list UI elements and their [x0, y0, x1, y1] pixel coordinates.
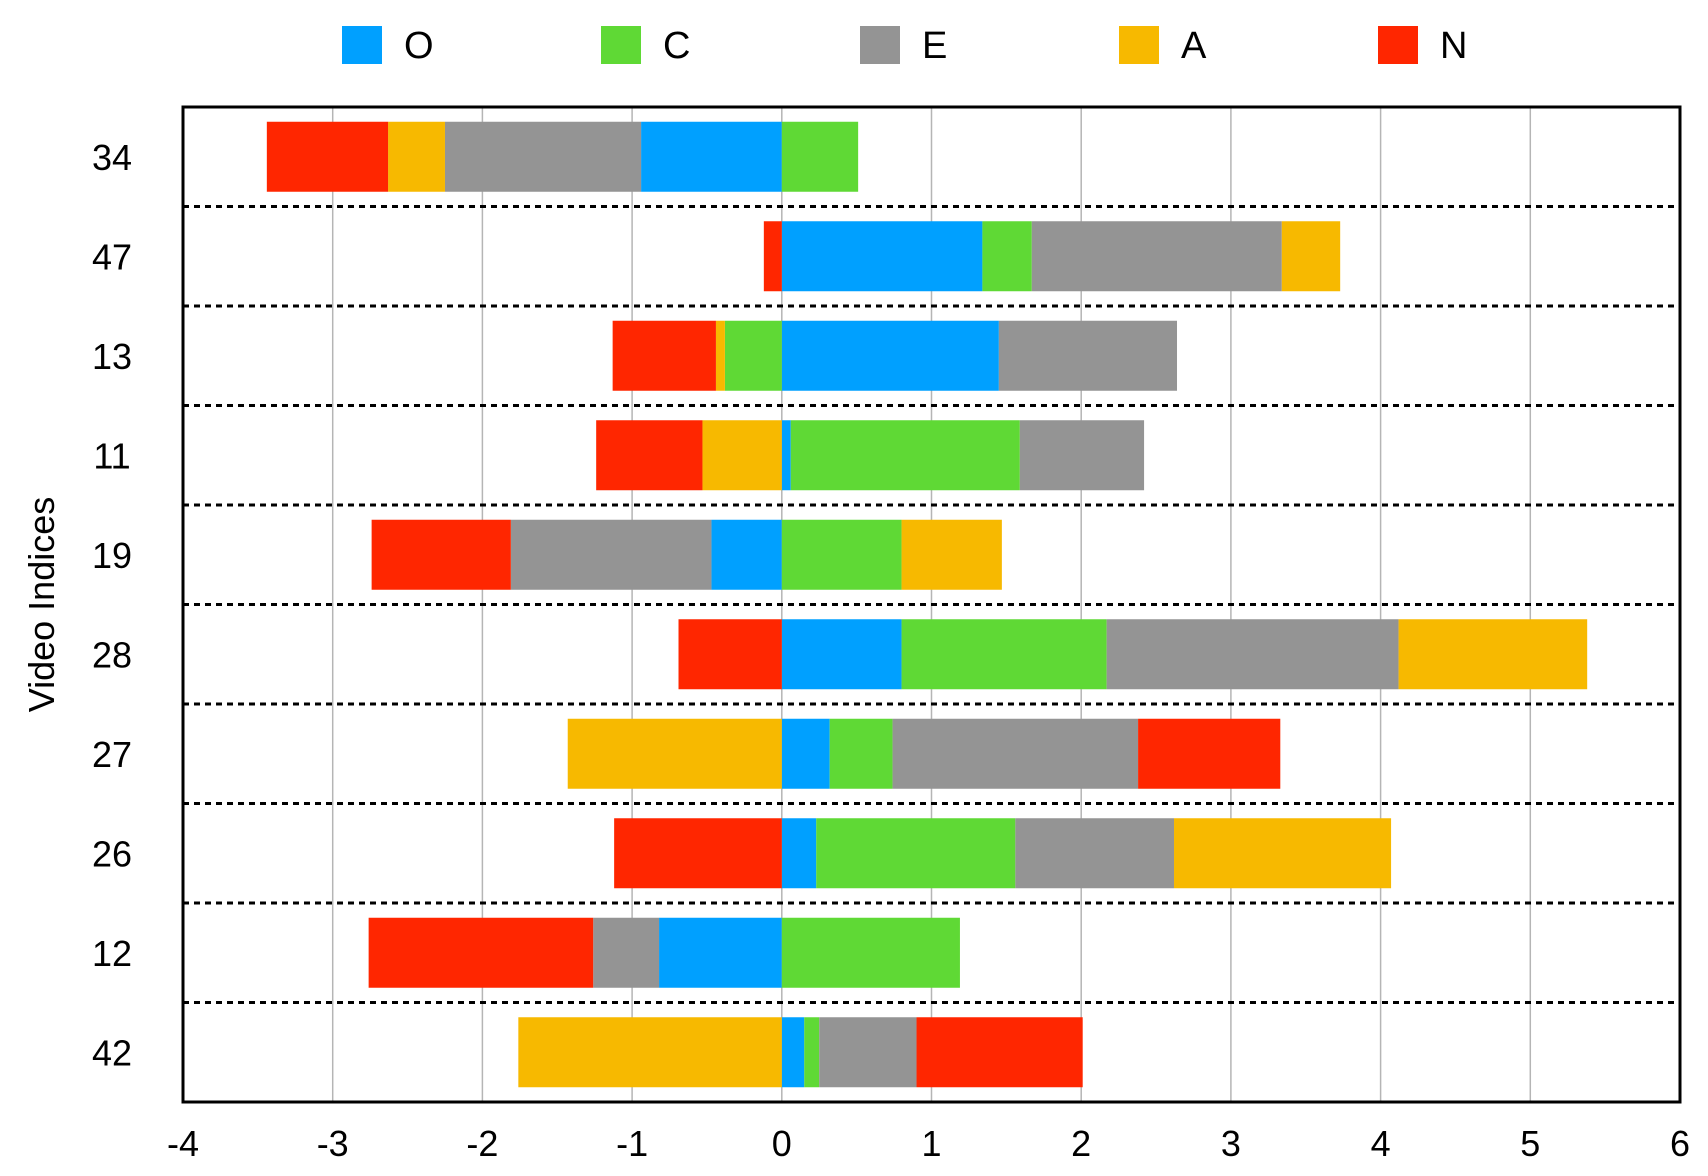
y-tick-label: 11: [93, 435, 130, 476]
bar-O-27: [781, 718, 830, 789]
bar-C-27: [829, 718, 893, 789]
legend-label-E: E: [922, 25, 947, 67]
legend-swatch-E: [860, 26, 900, 64]
bar-N-11: [596, 420, 703, 491]
bar-A-19: [901, 519, 1002, 590]
bar-N-28: [678, 619, 782, 690]
y-tick-label: 12: [92, 933, 132, 974]
x-tick-label: 1: [921, 1123, 941, 1164]
bar-E-42: [819, 1017, 917, 1088]
bar-N-19: [371, 519, 511, 590]
bar-C-42: [804, 1017, 820, 1088]
bar-C-47: [982, 221, 1032, 292]
bars: [266, 121, 1588, 1088]
bar-C-12: [781, 917, 960, 988]
bar-N-42: [916, 1017, 1083, 1088]
bar-O-47: [781, 221, 983, 292]
legend-label-N: N: [1440, 25, 1467, 67]
bar-E-34: [444, 121, 642, 192]
y-tick-label: 47: [92, 236, 132, 277]
legend-swatch-N: [1378, 26, 1418, 64]
bar-A-11: [702, 420, 782, 491]
legend-swatch-A: [1119, 26, 1159, 64]
bar-C-13: [724, 320, 782, 391]
bar-C-34: [781, 121, 859, 192]
bar-C-26: [816, 818, 1016, 889]
legend-label-A: A: [1181, 25, 1207, 67]
y-axis-title: Video Indices: [21, 497, 62, 713]
bar-N-12: [368, 917, 594, 988]
bar-O-42: [781, 1017, 805, 1088]
x-tick-label: 6: [1670, 1123, 1690, 1164]
bar-N-34: [266, 121, 389, 192]
x-tick-label: -2: [466, 1123, 498, 1164]
bar-N-47: [763, 221, 782, 292]
bar-C-11: [790, 420, 1020, 491]
x-tick-label: 2: [1071, 1123, 1091, 1164]
bar-N-13: [612, 320, 716, 391]
bar-E-26: [1015, 818, 1175, 889]
y-tick-label: 13: [92, 336, 132, 377]
plot-frame: [181, 105, 1682, 1104]
bar-E-28: [1106, 619, 1399, 690]
bar-O-26: [781, 818, 817, 889]
y-tick-label: 34: [92, 137, 132, 178]
y-tick-label: 26: [92, 833, 132, 874]
x-tick-label: 3: [1221, 1123, 1241, 1164]
bar-E-47: [1031, 221, 1282, 292]
bar-E-12: [593, 917, 660, 988]
y-tick-label: 19: [92, 535, 132, 576]
bar-N-26: [614, 818, 782, 889]
y-tick-label: 42: [92, 1032, 132, 1073]
y-tick-label: 27: [92, 734, 132, 775]
bar-O-34: [641, 121, 782, 192]
bar-A-28: [1398, 619, 1588, 690]
bar-O-19: [711, 519, 782, 590]
x-tick-labels: -4 -3 -2 -1 0 1 2 3 4 5 6: [167, 1123, 1690, 1164]
x-tick-label: -1: [616, 1123, 648, 1164]
bar-C-19: [781, 519, 902, 590]
bar-A-26: [1174, 818, 1392, 889]
x-tick-label: -3: [317, 1123, 349, 1164]
bar-N-27: [1138, 718, 1281, 789]
legend-label-O: O: [404, 25, 434, 67]
x-tick-label: -4: [167, 1123, 199, 1164]
x-tick-label: 0: [772, 1123, 792, 1164]
x-tick-label: 4: [1371, 1123, 1391, 1164]
bar-A-13: [715, 320, 725, 391]
x-tick-label: 5: [1520, 1123, 1540, 1164]
bar-E-13: [998, 320, 1178, 391]
row-separators: [183, 205, 1680, 1004]
bar-O-28: [781, 619, 902, 690]
bar-O-13: [781, 320, 999, 391]
bar-E-19: [510, 519, 712, 590]
bar-C-28: [901, 619, 1107, 690]
bar-E-11: [1019, 420, 1145, 491]
bar-A-47: [1281, 221, 1341, 292]
bar-O-11: [781, 420, 791, 491]
legend-label-C: C: [663, 25, 690, 67]
bar-E-27: [892, 718, 1139, 789]
y-tick-labels: 34 47 13 11 19 28 27 26 12 42: [92, 137, 132, 1074]
y-tick-label: 28: [92, 634, 132, 675]
bar-A-34: [388, 121, 445, 192]
legend-swatch-O: [342, 26, 382, 64]
bar-O-12: [659, 917, 782, 988]
bar-A-42: [518, 1017, 782, 1088]
bar-A-27: [567, 718, 782, 789]
legend-swatch-C: [601, 26, 641, 64]
